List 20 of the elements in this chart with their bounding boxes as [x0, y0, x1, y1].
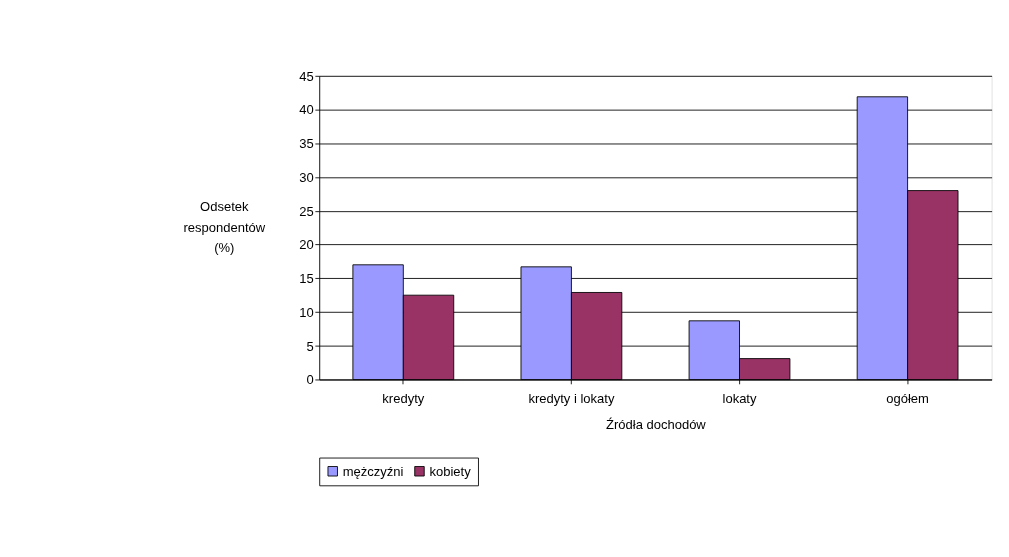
y-tick-label: 45	[299, 68, 314, 84]
legend-label: kobiety	[429, 463, 472, 479]
x-tick-label: lokaty	[722, 391, 757, 407]
y-tick-label: 30	[299, 169, 314, 185]
y-tick-label: 25	[299, 203, 314, 219]
y-tick-label: 5	[306, 338, 314, 354]
y-tick-label: 35	[299, 136, 314, 152]
text: respondentów	[183, 219, 266, 235]
x-tick-label: kredyty i lokaty	[528, 391, 615, 407]
y-tick-label: 0	[306, 372, 314, 388]
text: (%)	[214, 240, 235, 256]
y-tick-label: 15	[299, 271, 314, 287]
y-tick-label: 40	[299, 102, 314, 118]
text: Odsetek	[200, 198, 249, 214]
y-tick-label: 10	[299, 304, 314, 320]
x-axis-title: Źródła dochodów	[606, 417, 707, 433]
x-tick-label: kredyty	[382, 391, 425, 407]
legend-label: mężczyźni	[342, 463, 404, 479]
x-tick-label: ogółem	[886, 391, 929, 407]
y-tick-label: 20	[299, 237, 314, 253]
